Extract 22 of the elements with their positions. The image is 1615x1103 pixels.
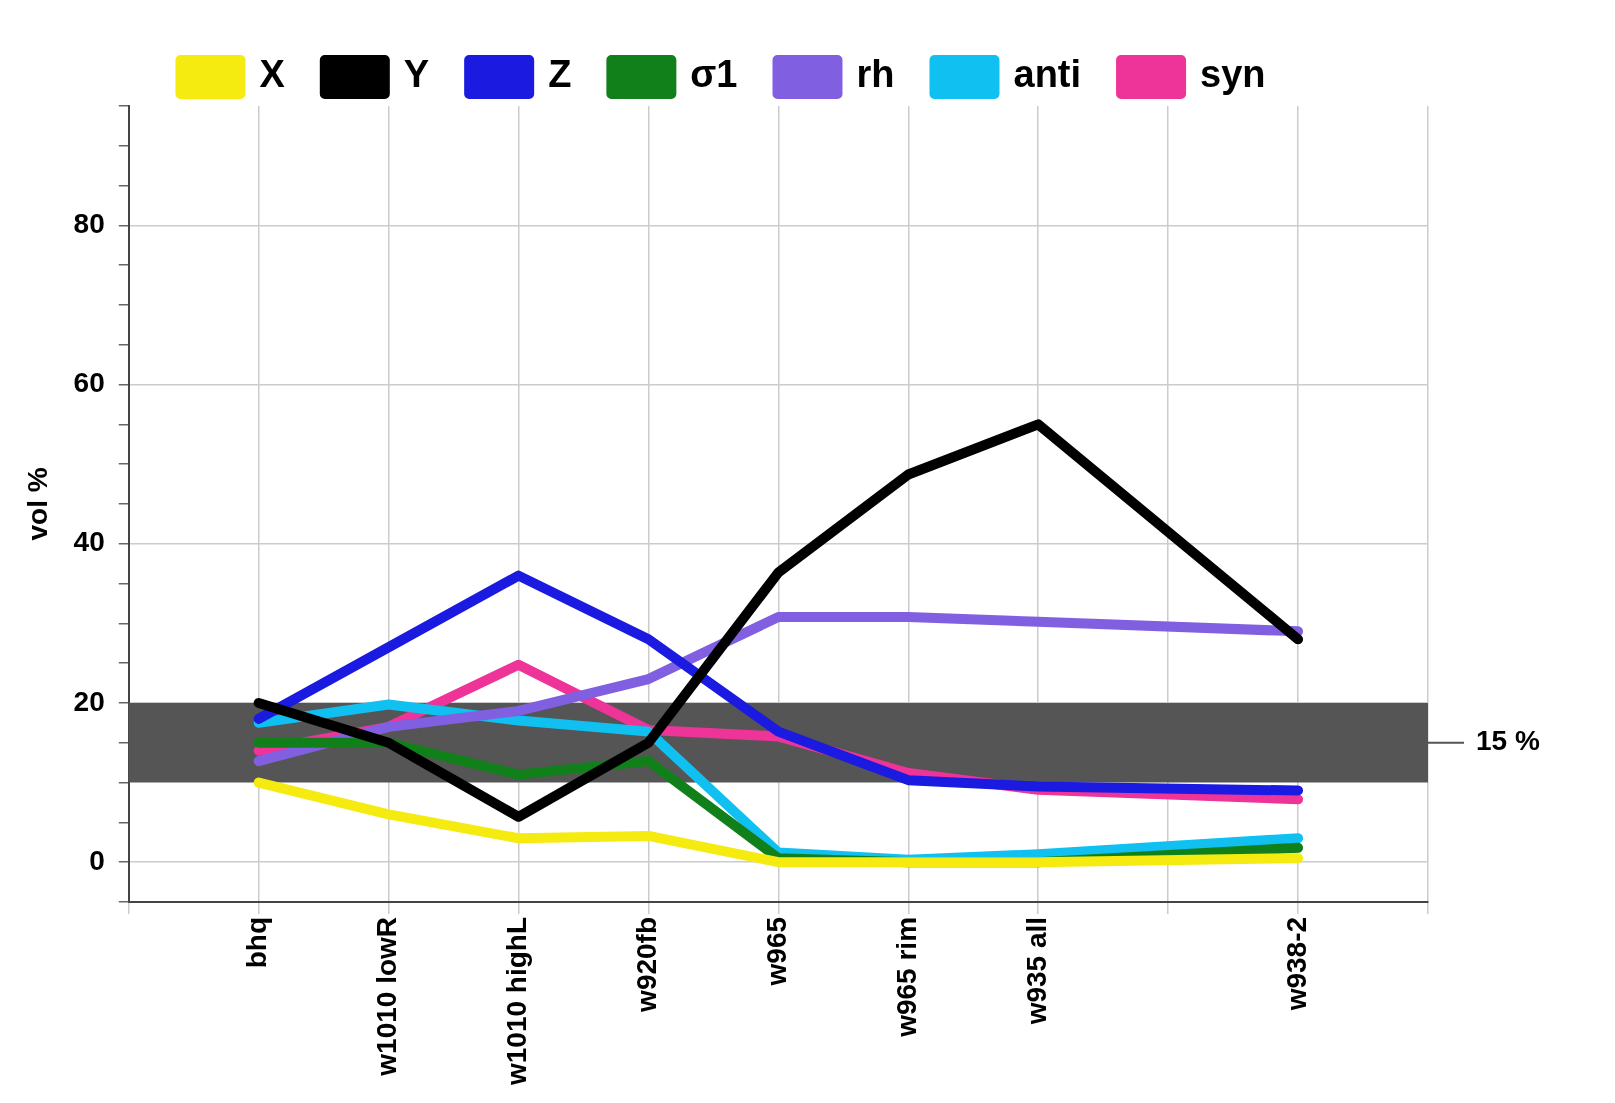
legend-label: σ1 [690, 53, 738, 96]
x-tick-label: w920fb [631, 916, 663, 1013]
y-tick-label: 40 [73, 526, 105, 558]
legend-label: anti [1013, 53, 1082, 96]
x-tick-label: w935 all [1020, 916, 1052, 1026]
legend-label: X [259, 53, 286, 96]
y-axis-title: vol % [21, 467, 53, 541]
y-tick-label: 80 [73, 208, 105, 240]
x-tick-label: w938-2 [1280, 916, 1312, 1012]
y-tick-label: 0 [89, 844, 105, 876]
x-tick-label: w965 [761, 916, 793, 987]
band-label: 15 % [1476, 725, 1540, 757]
y-tick-label: 60 [73, 367, 105, 399]
x-tick-label: w965 rim [891, 916, 923, 1038]
legend-label: syn [1200, 53, 1266, 96]
x-tick-label: bhq [241, 916, 273, 969]
legend-label: rh [856, 53, 895, 96]
legend-label: Z [548, 53, 572, 96]
x-tick-label: w1010 lowR [371, 916, 403, 1077]
y-tick-label: 20 [73, 685, 105, 717]
legend-label: Y [403, 53, 430, 96]
x-tick-label: w1010 highL [501, 916, 533, 1087]
